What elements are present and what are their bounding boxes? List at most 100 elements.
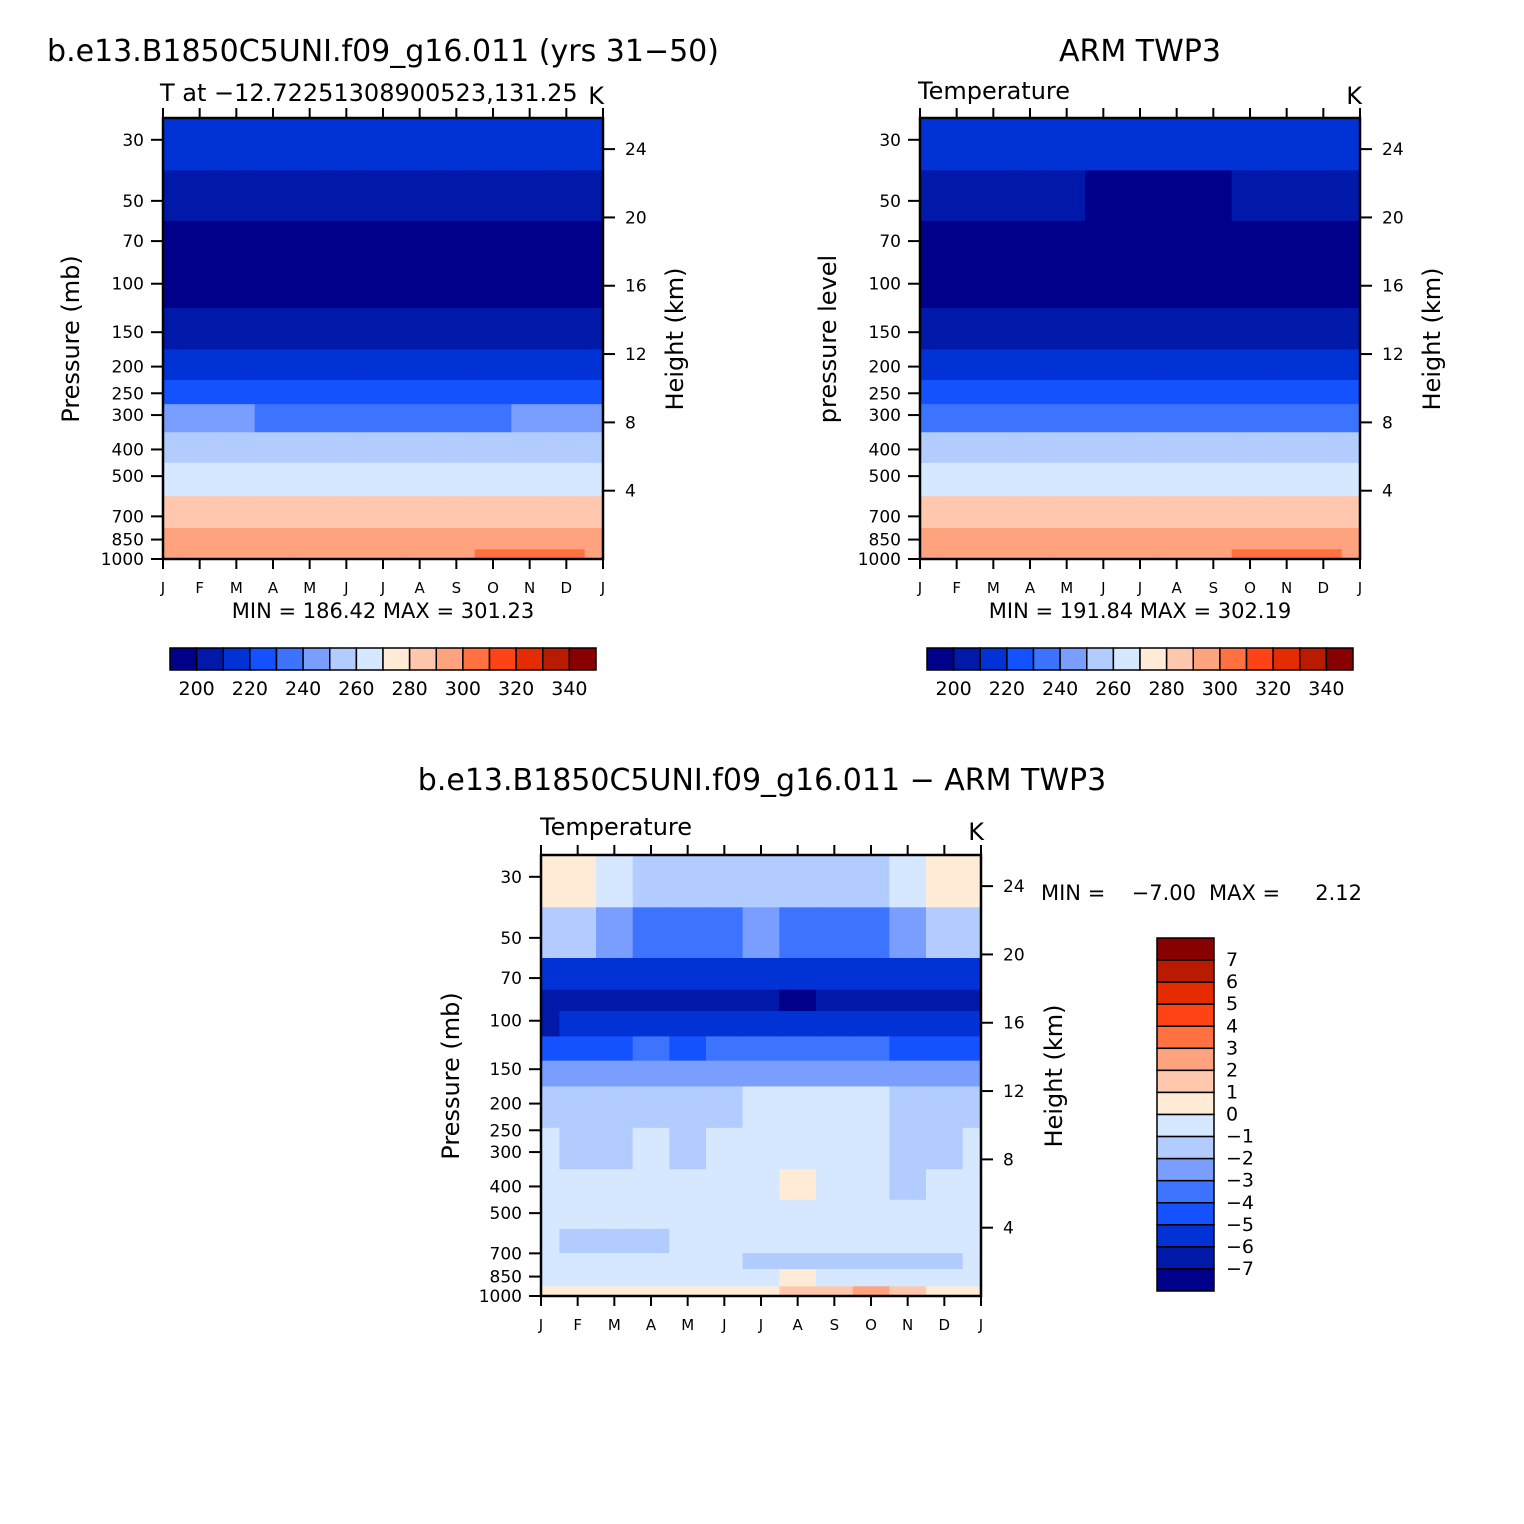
contour-cell (1011, 170, 1049, 222)
contour-cell (1231, 379, 1269, 405)
contour-cell (1158, 549, 1196, 560)
contour-cell (328, 496, 366, 529)
obs-colorbar: 200 220 240 260 280 300 320 340 (926, 647, 1354, 700)
contour-cell (511, 527, 549, 550)
contour-cell (1305, 404, 1343, 433)
contour-cell (632, 1086, 670, 1129)
month-label: J (600, 579, 605, 597)
contour-cell (889, 989, 927, 1012)
month-label: A (793, 1316, 804, 1334)
colorbar-swatch (275, 647, 304, 671)
contour-cell (1305, 118, 1343, 171)
contour-cell (541, 1127, 560, 1170)
pressure-label: 700 (869, 507, 901, 527)
contour-cell (181, 496, 219, 529)
month-label: J (721, 1316, 726, 1334)
contour-cell (218, 170, 256, 222)
contour-cell (962, 1169, 982, 1201)
contour-cell (559, 1199, 597, 1230)
month-label: J (1137, 579, 1142, 597)
contour-cell (920, 349, 939, 381)
contour-cell (1121, 220, 1159, 264)
contour-cell (1048, 462, 1086, 497)
contour-cell (1268, 527, 1306, 550)
contour-cell (438, 549, 476, 560)
colorbar-swatch (1156, 1202, 1215, 1226)
month-label: O (865, 1316, 877, 1334)
model-panel: b.e13.B1850C5UNI.f09_g16.011 (yrs 31−50)… (47, 34, 719, 700)
contour-cell (584, 549, 604, 560)
pressure-label: 700 (490, 1244, 522, 1264)
contour-cell (1341, 404, 1361, 433)
contour-cell (548, 170, 586, 222)
contour-cell (401, 527, 439, 550)
month-label: M (681, 1316, 694, 1334)
contour-cell (559, 989, 597, 1012)
contour-cell (938, 118, 976, 171)
pressure-label: 400 (869, 440, 901, 460)
contour-cell (584, 349, 604, 381)
contour-cell (328, 170, 366, 222)
colorbar-label: 320 (1255, 678, 1291, 700)
contour-cell (596, 1269, 634, 1287)
contour-cell (632, 1169, 670, 1201)
pressure-label: 850 (490, 1268, 522, 1288)
contour-cell (926, 1228, 964, 1254)
contour-cell (474, 496, 512, 529)
colorbar-label: 6 (1226, 971, 1238, 993)
contour-cell (669, 957, 707, 991)
contour-cell (541, 989, 560, 1012)
contour-cell (596, 1127, 634, 1170)
contour-cell (559, 907, 597, 959)
contour-cell (669, 1169, 707, 1201)
contour-cell (559, 1269, 597, 1287)
colorbar-swatch (249, 647, 278, 671)
colorbar-label: 240 (285, 678, 321, 700)
colorbar-swatch (1156, 1135, 1215, 1160)
pressure-label: 400 (490, 1177, 522, 1197)
contour-cell (1158, 220, 1196, 264)
contour-cell (1011, 379, 1049, 405)
contour-cell (291, 118, 329, 171)
colorbar-label: 1 (1226, 1081, 1238, 1103)
colorbar-swatch (1156, 1047, 1215, 1072)
contour-cell (328, 527, 366, 550)
contour-cell (632, 907, 670, 959)
contour-cell (254, 404, 292, 433)
contour-cell (632, 1286, 670, 1297)
contour-cell (181, 349, 219, 381)
contour-cell (1268, 496, 1306, 529)
contour-cell (920, 462, 939, 497)
contour-cell (706, 907, 744, 959)
contour-cell (401, 262, 439, 309)
contour-cell (706, 1228, 744, 1254)
contour-cell (328, 462, 366, 497)
contour-cell (920, 404, 939, 433)
contour-cell (1231, 170, 1269, 222)
difference-contour-plot (541, 855, 982, 1297)
contour-cell (584, 262, 604, 309)
month-label: M (608, 1316, 621, 1334)
pressure-label: 300 (490, 1143, 522, 1163)
contour-cell (706, 1253, 744, 1270)
contour-cell (962, 907, 982, 959)
contour-cell (548, 549, 586, 560)
contour-cell (669, 1253, 707, 1270)
contour-cell (1195, 220, 1233, 264)
contour-cell (632, 989, 670, 1012)
contour-cell (1341, 379, 1361, 405)
contour-cell (1231, 462, 1269, 497)
month-label: D (1318, 579, 1330, 597)
contour-cell (1085, 262, 1123, 309)
contour-cell (548, 379, 586, 405)
contour-cell (541, 1253, 560, 1270)
colorbar-swatch (1156, 1025, 1215, 1050)
colorbar-swatch (1156, 1268, 1215, 1292)
colorbar-label: 4 (1226, 1015, 1238, 1037)
contour-cell (364, 349, 402, 381)
colorbar-swatch (568, 647, 597, 671)
contour-cell (779, 907, 817, 959)
month-label: A (268, 579, 279, 597)
contour-cell (926, 907, 964, 959)
